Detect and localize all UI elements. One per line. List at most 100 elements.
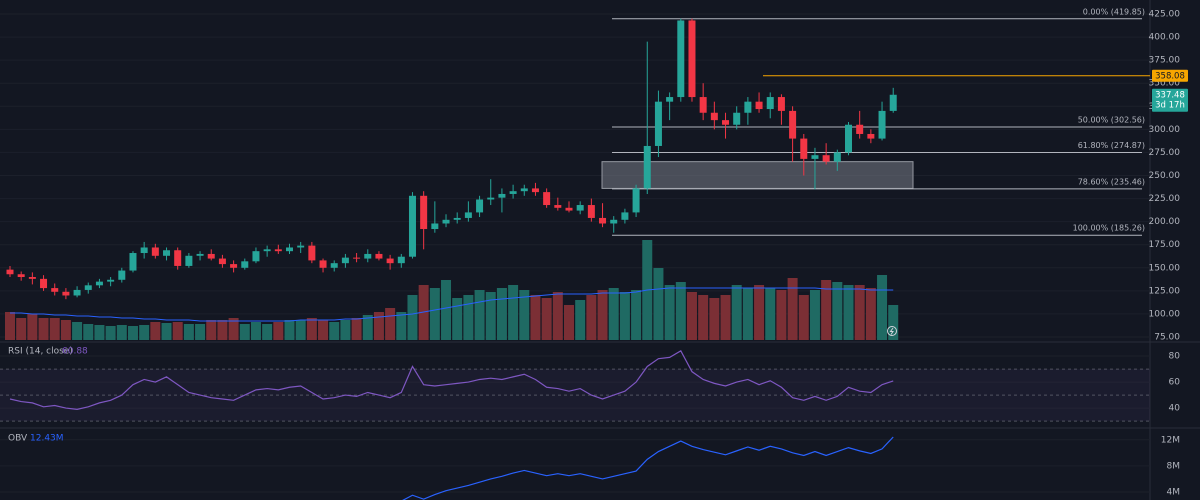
volume-bar	[49, 318, 60, 340]
y-tick-label: 150.00	[1149, 263, 1181, 273]
volume-bar	[38, 318, 49, 340]
volume-bar	[27, 314, 38, 340]
candle-body	[554, 205, 562, 208]
candle-body	[174, 250, 182, 266]
candle-body	[755, 101, 763, 110]
volume-bar	[821, 280, 832, 340]
alert-icon[interactable]	[887, 326, 897, 336]
volume-bar	[83, 324, 94, 340]
volume-bar	[206, 320, 217, 340]
candle-body	[476, 199, 484, 213]
candle-body	[185, 255, 193, 266]
candle-body	[319, 260, 327, 268]
volume-bar	[262, 324, 273, 340]
candle-body	[40, 278, 48, 289]
candle-body	[520, 188, 528, 192]
y-tick-label: 200.00	[1149, 217, 1181, 227]
rsi-pane	[0, 350, 1150, 422]
volume-ma	[10, 287, 894, 322]
y-tick-label: 12M	[1161, 435, 1180, 445]
y-tick-label: 4M	[1167, 487, 1181, 497]
candle-body	[599, 217, 607, 224]
candle-body	[252, 251, 260, 262]
candle-body	[107, 279, 115, 282]
volume-bar	[787, 278, 798, 340]
candle-body	[230, 264, 238, 268]
candle-body	[867, 133, 875, 139]
volume-bar	[250, 322, 261, 340]
obv-title: OBV	[8, 434, 28, 444]
candle-body	[845, 124, 852, 153]
volume-bar	[686, 292, 697, 340]
candle-body	[218, 258, 226, 265]
volume-bar	[284, 320, 295, 340]
volume-bar	[183, 324, 194, 340]
volume-bar	[765, 288, 776, 340]
volume-bar	[552, 292, 563, 340]
obv-pane	[402, 436, 894, 500]
volume-bar	[60, 320, 71, 340]
volume-bar	[429, 288, 440, 340]
candle-body	[341, 257, 349, 264]
y-tick-label: 125.00	[1149, 286, 1181, 296]
candle-body	[163, 250, 171, 256]
candle-body	[688, 20, 696, 98]
candle-body	[420, 195, 428, 230]
grid	[0, 13, 1150, 493]
volume-bar	[217, 320, 228, 340]
candle-body	[140, 247, 148, 254]
volume-bar	[239, 324, 250, 340]
volume-bar	[273, 322, 284, 340]
alert-tag	[1152, 69, 1188, 82]
candle-body	[822, 155, 830, 162]
volume-bar	[709, 298, 720, 340]
candle-body	[330, 263, 338, 268]
volume-bar	[675, 282, 686, 340]
candle-body	[800, 138, 808, 159]
volume-bar	[485, 292, 496, 340]
volume-bar	[105, 326, 116, 340]
volume-bar	[94, 325, 105, 340]
volume-bar	[306, 318, 317, 340]
volume-bar	[564, 305, 574, 340]
rsi-band	[0, 369, 1150, 422]
candle-body	[565, 207, 573, 211]
volume-bar	[798, 295, 809, 340]
candle-body	[498, 193, 506, 198]
volume-bar	[373, 312, 384, 340]
y-tick-label: 8M	[1167, 461, 1181, 471]
y-tick-label: 75.00	[1154, 333, 1180, 343]
volume-bar	[351, 318, 362, 340]
volume-bar	[843, 285, 854, 340]
volume-bar	[664, 285, 675, 340]
candle-body	[777, 97, 785, 111]
candle-body	[699, 97, 707, 113]
support-zone	[601, 161, 914, 189]
candle-body	[766, 97, 774, 110]
candle-body	[6, 269, 14, 275]
volume-bar	[742, 288, 753, 340]
candle-body	[17, 274, 25, 278]
volume-bar	[496, 288, 507, 340]
candle-body	[308, 245, 316, 261]
obv-last-value: 12.43M	[30, 434, 64, 444]
indicator-line	[402, 436, 894, 500]
volume-bar	[295, 320, 306, 340]
candle-body	[576, 205, 584, 211]
candle-body	[487, 197, 495, 200]
volume-bar	[318, 320, 329, 340]
volume-bar	[172, 322, 183, 340]
volume-bar	[575, 300, 586, 340]
candle-body	[722, 120, 730, 125]
price-pane	[5, 18, 1150, 340]
y-tick-label: 400.00	[1149, 33, 1181, 43]
candle-body	[632, 188, 640, 213]
candle-body	[62, 291, 70, 296]
volume-bar	[139, 325, 150, 340]
rsi-last-value: 60.88	[62, 347, 88, 357]
fib-label: 61.80% (274.87)	[1078, 141, 1145, 150]
volume-bar	[653, 268, 664, 340]
candle-body	[386, 258, 394, 264]
